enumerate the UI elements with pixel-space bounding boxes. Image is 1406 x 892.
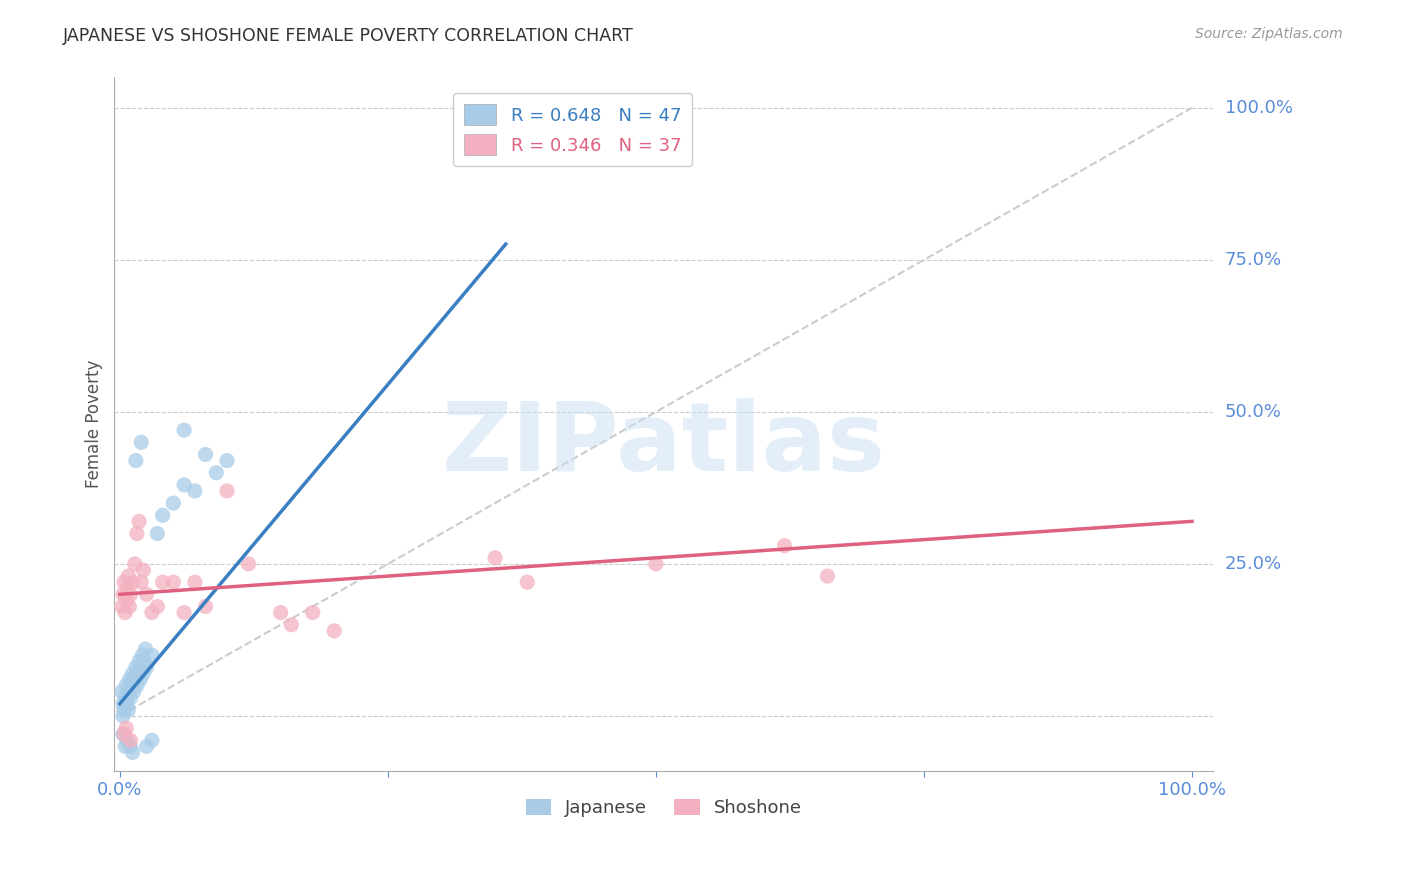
Point (111, 684, 134, 698)
Point (146, 526, 169, 541)
Point (184, 483, 207, 498)
Point (118, 599, 141, 614)
Point (114, 606, 136, 620)
Point (120, 733, 142, 747)
Point (129, 660, 152, 674)
Point (124, 557, 146, 571)
Point (111, 599, 134, 614)
Point (173, 478, 195, 492)
Point (112, 703, 135, 717)
Point (117, 733, 139, 747)
Point (644, 557, 666, 571)
Point (215, 483, 238, 498)
Point (111, 587, 134, 601)
Point (120, 739, 142, 754)
Point (238, 557, 260, 571)
Text: JAPANESE VS SHOSHONE FEMALE POVERTY CORRELATION CHART: JAPANESE VS SHOSHONE FEMALE POVERTY CORR… (63, 27, 634, 45)
Point (129, 673, 152, 687)
Point (117, 684, 139, 698)
Point (121, 679, 143, 693)
Point (516, 575, 538, 590)
Text: ZIPatlas: ZIPatlas (441, 399, 886, 491)
Point (205, 466, 228, 480)
Point (112, 703, 135, 717)
Point (134, 642, 156, 657)
Point (141, 606, 163, 620)
Point (125, 453, 148, 467)
Point (152, 575, 174, 590)
Point (117, 703, 139, 717)
Point (115, 679, 138, 693)
Point (111, 727, 134, 741)
Point (184, 575, 207, 590)
Point (125, 526, 148, 541)
Point (135, 660, 157, 674)
Point (194, 599, 217, 614)
Legend: Japanese, Shoshone: Japanese, Shoshone (519, 791, 810, 824)
Text: 75.0%: 75.0% (1225, 251, 1282, 268)
Point (270, 606, 292, 620)
Point (118, 673, 141, 687)
Point (134, 654, 156, 668)
Point (141, 733, 163, 747)
Point (301, 606, 323, 620)
Text: Source: ZipAtlas.com: Source: ZipAtlas.com (1195, 27, 1343, 41)
Point (215, 453, 238, 467)
Point (121, 666, 143, 681)
Point (125, 660, 148, 674)
Point (323, 624, 346, 638)
Point (128, 654, 150, 668)
Text: 100.0%: 100.0% (1225, 99, 1292, 117)
Point (121, 575, 143, 590)
Point (117, 697, 139, 711)
Point (173, 423, 195, 437)
Point (124, 673, 146, 687)
Point (125, 679, 148, 693)
Point (120, 587, 142, 601)
Point (128, 514, 150, 528)
Text: 25.0%: 25.0% (1225, 555, 1282, 573)
Point (114, 690, 136, 705)
Point (162, 575, 184, 590)
Point (817, 569, 839, 583)
Point (120, 690, 142, 705)
Point (280, 617, 302, 632)
Point (115, 697, 138, 711)
Point (122, 684, 145, 698)
Point (194, 447, 217, 461)
Point (115, 721, 138, 735)
Point (146, 599, 169, 614)
Point (132, 666, 155, 681)
Point (162, 496, 184, 510)
Point (132, 563, 155, 577)
Point (152, 508, 174, 523)
Point (112, 575, 135, 590)
Point (127, 666, 149, 681)
Point (111, 709, 134, 723)
Text: 50.0%: 50.0% (1225, 403, 1281, 421)
Point (173, 606, 195, 620)
Point (117, 581, 139, 595)
Y-axis label: Female Poverty: Female Poverty (86, 359, 103, 488)
Point (131, 648, 153, 662)
Point (114, 739, 136, 754)
Point (121, 746, 143, 760)
Point (117, 569, 139, 583)
Point (111, 697, 134, 711)
Point (135, 587, 157, 601)
Point (115, 593, 138, 607)
Point (135, 739, 157, 754)
Point (484, 550, 506, 565)
Point (129, 435, 152, 450)
Point (129, 575, 152, 590)
Point (141, 648, 163, 662)
Point (773, 539, 796, 553)
Point (112, 727, 135, 741)
